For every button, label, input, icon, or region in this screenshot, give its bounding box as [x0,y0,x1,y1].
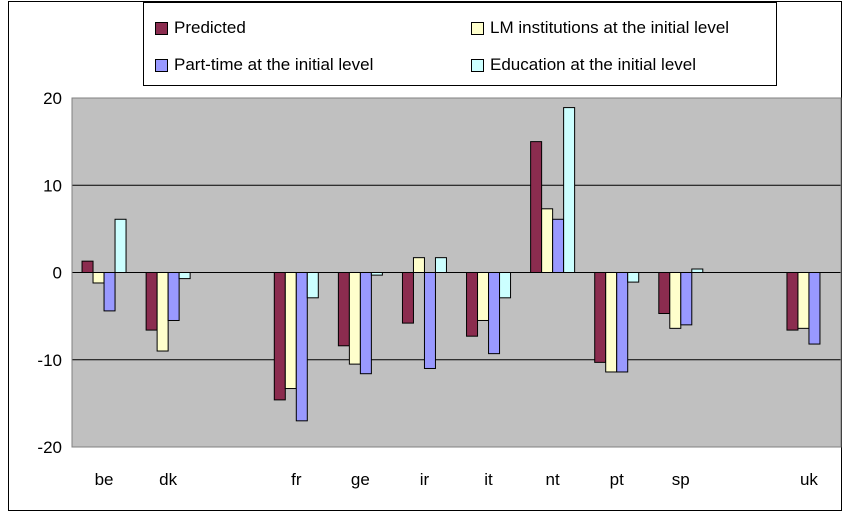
bar [412,257,425,274]
legend-label-predicted: Predicted [174,18,246,37]
legend-swatch-part-time [155,58,168,72]
bar [81,260,94,274]
x-tick-label: dk [159,470,177,489]
bar [477,272,490,321]
x-tick-label: ir [420,470,430,489]
bar [563,107,576,273]
legend-item-lm-institutions: LM institutions at the initial level [471,16,729,40]
bar [530,141,543,273]
bar [359,272,372,375]
legend-item-predicted: Predicted [155,16,246,40]
plot-border [71,97,842,448]
bar [541,208,554,273]
bar [466,272,479,337]
bar [808,272,821,345]
bar [295,272,308,422]
legend-label-lm-institutions: LM institutions at the initial level [490,18,730,37]
bar [337,272,350,347]
bar [92,272,105,284]
y-tick-label: -10 [37,351,62,370]
bar [786,272,799,331]
bar [178,272,191,280]
bar [669,272,682,329]
bar [423,272,436,369]
bar [658,272,671,315]
y-tick-label: -20 [37,438,62,457]
bar [401,272,414,324]
y-tick-label: 10 [43,176,62,195]
x-tick-label: sp [672,470,690,489]
bar [306,272,319,299]
x-tick-label: be [95,470,114,489]
bar [370,272,383,276]
legend-item-part-time: Part-time at the initial level [155,53,373,77]
bar [103,272,116,312]
bar [499,272,512,299]
bar [691,268,704,274]
legend: Predicted LM institutions at the initial… [143,2,777,86]
y-tick-label: 0 [53,264,62,283]
legend-swatch-lm-institutions [471,21,484,35]
x-tick-label: nt [546,470,560,489]
x-tick-label: uk [800,470,818,489]
x-tick-label: pt [610,470,624,489]
legend-swatch-education [471,58,484,72]
bar [797,272,810,329]
bar [680,272,693,326]
y-tick-label: 20 [43,89,62,108]
bar [348,272,361,365]
bar [605,272,618,373]
bar [616,272,629,373]
legend-item-education: Education at the initial level [471,53,696,77]
bar [594,272,607,363]
x-tick-label: it [484,470,493,489]
bar [434,257,447,274]
bar [114,218,127,273]
x-tick-label: ge [351,470,370,489]
bar [167,272,180,321]
legend-label-education: Education at the initial level [490,55,697,74]
legend-label-part-time: Part-time at the initial level [174,55,374,74]
x-tick-label: fr [291,470,302,489]
bar [488,272,501,355]
bar [273,272,286,401]
bar [156,272,169,352]
legend-swatch-predicted [155,21,168,35]
bar [552,218,565,273]
bar [145,272,158,331]
bar [284,272,297,390]
bar [627,272,640,283]
